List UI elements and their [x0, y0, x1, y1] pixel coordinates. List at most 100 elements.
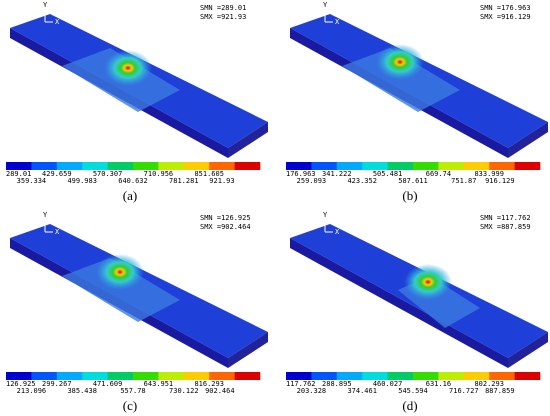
legend-label: 816.293 — [194, 380, 224, 388]
legend-label: 921.93 — [209, 177, 234, 185]
slab-end — [228, 122, 268, 158]
legend-swatch — [387, 372, 414, 380]
legend-swatch — [489, 162, 515, 170]
legend-swatch — [133, 162, 159, 170]
weld-region — [62, 258, 180, 322]
legend-swatch — [514, 372, 541, 380]
legend-swatch — [336, 162, 363, 170]
legend-swatch — [56, 162, 83, 170]
legend-swatch — [6, 162, 32, 170]
legend-swatch — [209, 162, 235, 170]
legend-label: 902.464 — [205, 387, 235, 395]
legend-swatch — [183, 162, 210, 170]
legend-label: 460.027 — [373, 380, 403, 388]
legend-label: 887.859 — [485, 387, 515, 395]
legend-label: 545.594 — [398, 387, 428, 395]
legend-swatch — [362, 372, 388, 380]
legend-swatch — [438, 162, 465, 170]
smx-label: SMX =916.129 — [480, 13, 531, 21]
legend-label: 289.01 — [6, 170, 31, 178]
legend-label: 643.951 — [144, 380, 174, 388]
smx-label: SMX =921.93 — [200, 13, 246, 21]
legend-swatch — [158, 162, 185, 170]
smn-label: SMN =289.01 — [200, 4, 246, 12]
legend-label: 288.895 — [322, 380, 352, 388]
caption: (c) — [123, 398, 137, 413]
legend-swatch — [234, 372, 261, 380]
heat-zone — [96, 254, 144, 290]
legend-swatch — [489, 372, 515, 380]
legend-swatch — [362, 162, 388, 170]
axis-label: Y — [323, 211, 328, 219]
legend-swatch — [438, 372, 465, 380]
legend-swatch — [463, 372, 490, 380]
legend-label: 781.281 — [169, 177, 199, 185]
axis-label: X — [55, 18, 60, 26]
legend-swatch — [31, 372, 58, 380]
legend-swatch — [31, 162, 58, 170]
legend-label: 385.438 — [67, 387, 97, 395]
legend-swatch — [6, 372, 32, 380]
legend-label: 833.999 — [474, 170, 504, 178]
legend-label: 587.611 — [398, 177, 428, 185]
legend-label: 557.78 — [120, 387, 145, 395]
axis-label: X — [55, 228, 60, 236]
axis-label: X — [335, 18, 340, 26]
legend-swatch — [463, 162, 490, 170]
legend-swatch — [311, 372, 338, 380]
axis-label: X — [335, 228, 340, 236]
legend-swatch — [82, 162, 108, 170]
legend-label: 341.222 — [322, 170, 352, 178]
slab-end — [228, 332, 268, 368]
legend-label: 259.093 — [297, 177, 327, 185]
legend-label: 117.762 — [286, 380, 316, 388]
legend-swatch — [336, 372, 363, 380]
legend-label: 471.609 — [93, 380, 123, 388]
legend-label: 213.096 — [17, 387, 47, 395]
legend-swatch — [56, 372, 83, 380]
legend-label: 802.293 — [474, 380, 504, 388]
smn-label: SMN =126.925 — [200, 214, 251, 222]
legend-label: 299.267 — [42, 380, 72, 388]
legend-swatch — [286, 372, 312, 380]
caption: (a) — [123, 188, 137, 203]
smn-label: SMN =176.963 — [480, 4, 531, 12]
legend-label: 374.461 — [347, 387, 377, 395]
legend-label: 499.983 — [67, 177, 97, 185]
legend-label: 631.16 — [426, 380, 451, 388]
axis-label: Y — [323, 1, 328, 9]
heat-zone — [104, 50, 152, 86]
legend-swatch — [158, 372, 185, 380]
legend-label: 423.352 — [347, 177, 377, 185]
legend-swatch — [82, 372, 108, 380]
legend-label: 640.632 — [118, 177, 148, 185]
legend-swatch — [209, 372, 235, 380]
legend-swatch — [286, 162, 312, 170]
slab-side — [290, 238, 508, 368]
legend-swatch — [514, 162, 541, 170]
smx-label: SMX =887.859 — [480, 223, 531, 231]
legend-label: 851.605 — [194, 170, 224, 178]
heat-zone — [404, 264, 452, 300]
legend-swatch — [183, 372, 210, 380]
legend-swatch — [107, 162, 134, 170]
slab-end — [508, 122, 548, 158]
axis-label: Y — [43, 211, 48, 219]
legend-swatch — [133, 372, 159, 380]
legend-label: 126.925 — [6, 380, 36, 388]
legend-swatch — [311, 162, 338, 170]
legend-label: 429.659 — [42, 170, 72, 178]
legend-label: 359.334 — [17, 177, 47, 185]
legend-swatch — [107, 372, 134, 380]
legend-label: 570.307 — [93, 170, 123, 178]
legend-swatch — [387, 162, 414, 170]
caption: (b) — [402, 188, 417, 203]
smn-label: SMN =117.762 — [480, 214, 531, 222]
weld-region — [342, 48, 460, 112]
caption: (d) — [402, 398, 417, 413]
